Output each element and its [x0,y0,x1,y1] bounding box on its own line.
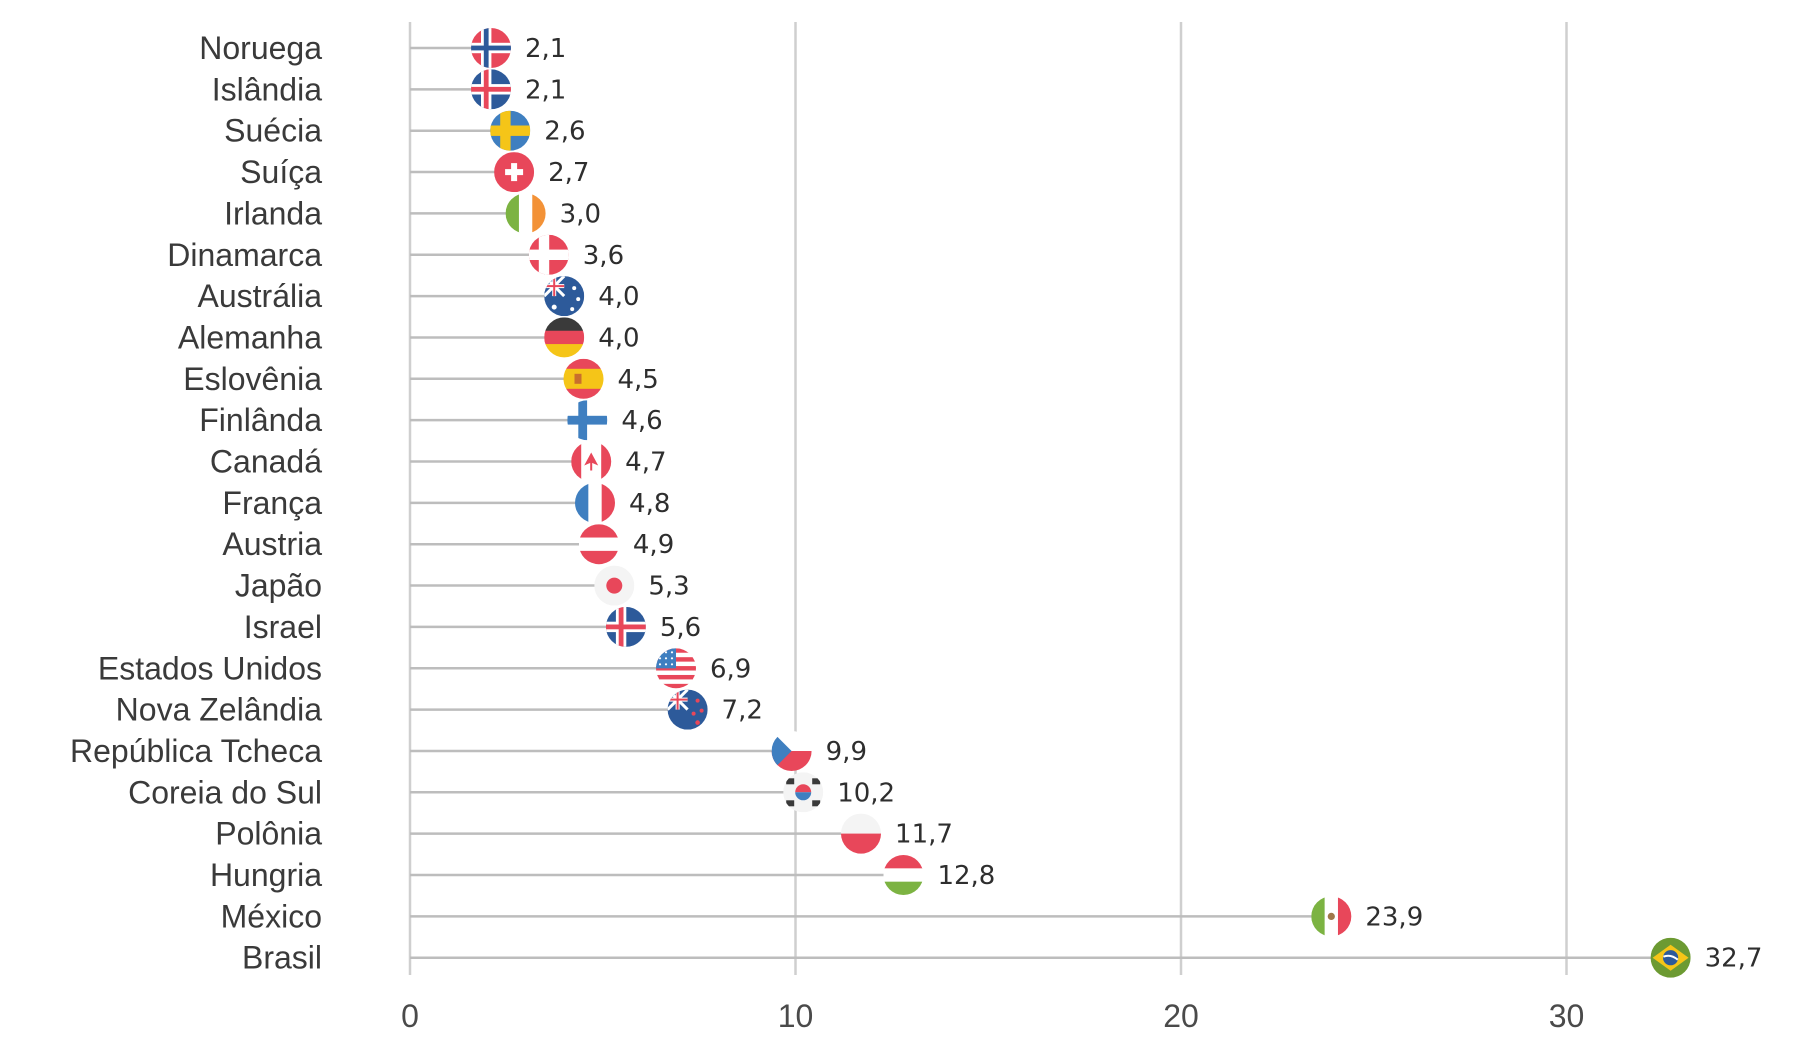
value-label: 2,7 [548,158,589,188]
germany-flag-marker [544,317,585,358]
value-label: 2,1 [525,75,566,105]
x-tick-label: 20 [1163,998,1199,1034]
poland-flag-marker [841,813,881,854]
country-label: Eslovênia [183,361,322,397]
marker-layer [471,28,1691,978]
value-label: 2,1 [525,34,566,64]
hungary-flag-marker [883,855,924,895]
country-label: Suíça [240,154,322,190]
country-label: Brasil [242,940,322,976]
value-label: 11,7 [895,820,953,850]
iceland-flag-marker [471,69,511,110]
norway-flag-marker [471,28,511,68]
switzerland-flag-marker [494,152,535,193]
spain-flag-marker [563,358,604,399]
country-label: Japão [235,568,322,604]
country-label: Austria [222,526,322,562]
country-label: Irlanda [224,195,322,231]
value-label: 5,3 [648,572,689,602]
value-label: 4,5 [617,365,658,395]
country-label: Canadá [210,444,322,480]
value-label: 6,9 [710,654,751,684]
country-label: Noruega [199,30,322,66]
usa-flag-marker [656,648,696,689]
iceland-flag-marker [605,606,646,647]
country-label: Nova Zelândia [116,692,323,728]
value-label: 4,7 [625,448,666,478]
country-label: Suécia [224,113,322,149]
value-label: 5,6 [660,613,701,643]
south-korea-flag-marker [783,772,824,813]
x-tick-label: 0 [401,998,419,1034]
country-label: Israel [244,609,322,645]
value-label: 4,0 [598,323,639,353]
brazil-flag-marker [1650,937,1691,978]
value-label: 2,6 [544,117,585,147]
czech-flag-marker [771,731,812,771]
finland-flag-marker [567,400,608,441]
country-label: Hungria [210,857,322,893]
country-label: Finlânda [199,402,322,438]
value-label: 9,9 [826,737,867,767]
x-tick-label: 30 [1549,998,1585,1034]
value-label: 10,2 [837,778,895,808]
new-zealand-flag-marker [667,689,708,730]
grid-layer [408,22,1568,975]
france-flag-marker [575,482,615,523]
country-label: Austrália [198,278,323,314]
value-label: 4,8 [629,489,670,519]
country-label: Dinamarca [167,237,322,273]
x-axis-ticks: 0 10 20 30 [401,998,1584,1034]
x-tick-label: 10 [778,998,814,1034]
country-label: Islândia [212,71,323,107]
austria-flag-marker [578,524,619,565]
country-label: Alemanha [178,319,322,355]
country-label: Coreia do Sul [128,774,322,810]
australia-flag-marker [544,276,585,317]
country-label: Estados Unidos [98,650,322,686]
value-label: 12,8 [937,861,995,891]
denmark-flag-marker [528,234,569,275]
country-label: República Tcheca [70,733,322,769]
value-label: 3,0 [560,199,601,229]
value-label: 23,9 [1365,902,1423,932]
value-label: 32,7 [1705,944,1763,974]
stem-layer [410,46,1671,959]
sweden-flag-marker [490,110,531,151]
canada-flag-marker [571,441,612,482]
value-label: 4,6 [621,406,662,436]
value-label: 3,6 [583,241,624,271]
value-label: 4,9 [633,530,674,560]
label-layer: Noruega 2,1 Islândia 2,1 Suécia 2,6 Suíça 2,7 Ir… [70,30,1762,976]
value-label: 7,2 [722,696,763,726]
country-label: França [222,485,322,521]
japan-flag-marker [594,565,635,606]
ireland-flag-marker [505,193,546,234]
country-label: Polônia [215,816,322,852]
value-label: 4,0 [598,282,639,312]
country-label: México [221,898,322,934]
mexico-flag-marker [1311,896,1352,937]
